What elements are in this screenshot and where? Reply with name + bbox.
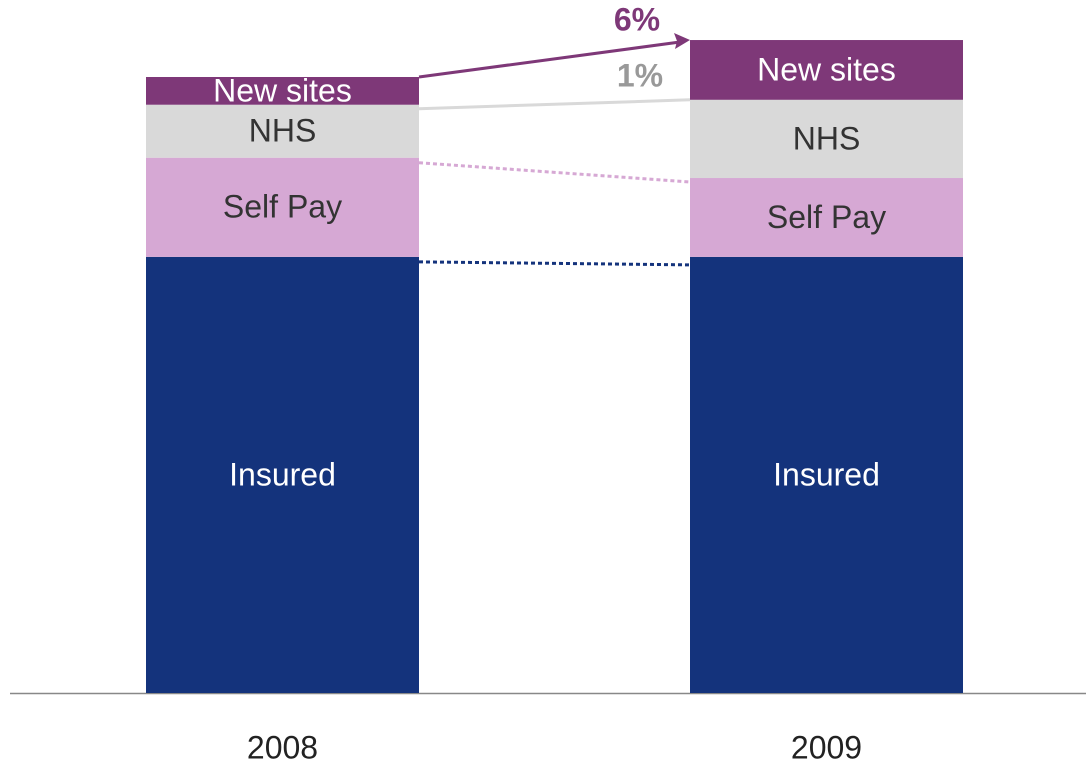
segment-label: NHS xyxy=(793,120,861,156)
x-tick-label: 2008 xyxy=(247,729,318,765)
segment-label: Self Pay xyxy=(223,189,342,225)
bar-segment xyxy=(690,40,963,100)
arrow-head xyxy=(674,33,690,50)
connector xyxy=(418,161,691,184)
bar-segment xyxy=(690,99,963,179)
bar-segment xyxy=(146,104,419,158)
segment-label: New sites xyxy=(213,72,352,108)
segment-label: New sites xyxy=(757,51,896,87)
bar-segment xyxy=(690,178,963,257)
segment-label: Insured xyxy=(229,456,336,492)
bar-segment xyxy=(146,157,419,257)
segment-label: Insured xyxy=(773,456,880,492)
x-tick-label: 2009 xyxy=(791,729,862,765)
connector-arrow xyxy=(418,40,681,79)
connector xyxy=(418,98,691,111)
bar-segment xyxy=(690,256,963,693)
bar-segment xyxy=(146,77,419,105)
annotation: 6% xyxy=(614,1,660,37)
annotation: 1% xyxy=(617,57,663,93)
bar-segment xyxy=(146,256,419,693)
segment-label: NHS xyxy=(249,113,317,149)
connector xyxy=(418,260,691,267)
segment-label: Self Pay xyxy=(767,199,886,235)
